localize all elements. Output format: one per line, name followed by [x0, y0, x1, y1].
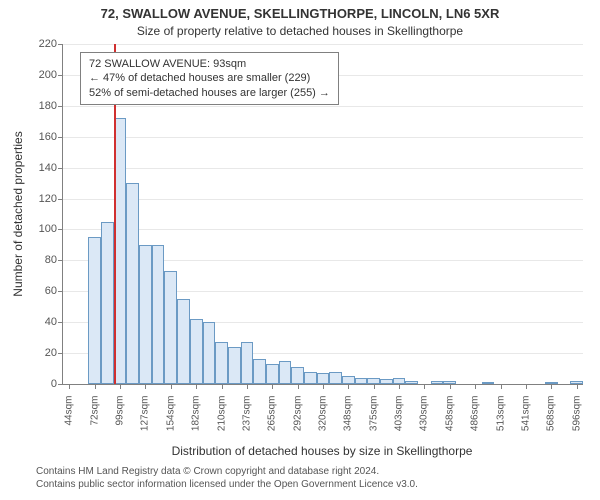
xtick-mark — [526, 384, 527, 389]
histogram-bar — [279, 361, 292, 384]
ytick-label: 120 — [39, 193, 63, 205]
xtick-label: 127sqm — [140, 390, 151, 432]
footnote-line: Contains public sector information licen… — [36, 479, 418, 492]
histogram-bar — [355, 378, 368, 384]
ytick-label: 60 — [45, 285, 63, 297]
xtick-label: 513sqm — [495, 390, 506, 432]
xtick-label: 237sqm — [241, 390, 252, 432]
ytick-label: 0 — [51, 378, 63, 390]
xtick-label: 154sqm — [165, 390, 176, 432]
xtick-label: 44sqm — [64, 390, 75, 426]
xtick-label: 210sqm — [216, 390, 227, 432]
histogram-bar — [342, 376, 355, 384]
xtick-label: 430sqm — [419, 390, 430, 432]
info-box-line: ← 47% of detached houses are smaller (22… — [89, 71, 330, 85]
histogram-bar — [431, 381, 444, 384]
histogram-bar — [101, 222, 114, 384]
xtick-mark — [69, 384, 70, 389]
histogram-bar — [304, 372, 317, 384]
histogram-bar — [405, 381, 418, 384]
xtick-mark — [424, 384, 425, 389]
xtick-mark — [247, 384, 248, 389]
y-axis-label: Number of detached properties — [11, 131, 25, 296]
xtick-label: 99sqm — [115, 390, 126, 426]
ytick-label: 200 — [39, 69, 63, 81]
histogram-bar — [228, 347, 241, 384]
histogram-bar — [164, 271, 177, 384]
ytick-label: 100 — [39, 223, 63, 235]
xtick-label: 596sqm — [571, 390, 582, 432]
xtick-label: 486sqm — [470, 390, 481, 432]
histogram-bar — [380, 379, 393, 384]
xtick-mark — [222, 384, 223, 389]
gridline — [63, 106, 583, 107]
histogram-bar — [139, 245, 152, 384]
xtick-label: 265sqm — [267, 390, 278, 432]
xtick-mark — [95, 384, 96, 389]
histogram-bar — [241, 342, 254, 384]
chart-title: 72, SWALLOW AVENUE, SKELLINGTHORPE, LINC… — [0, 6, 600, 21]
histogram-bar — [329, 372, 342, 384]
xtick-mark — [196, 384, 197, 389]
xtick-label: 541sqm — [520, 390, 531, 432]
xtick-mark — [272, 384, 273, 389]
xtick-mark — [399, 384, 400, 389]
xtick-label: 375sqm — [368, 390, 379, 432]
info-box-line: 52% of semi-detached houses are larger (… — [89, 86, 330, 100]
xtick-mark — [145, 384, 146, 389]
histogram-bar — [88, 237, 101, 384]
xtick-mark — [450, 384, 451, 389]
xtick-label: 458sqm — [444, 390, 455, 432]
xtick-mark — [323, 384, 324, 389]
histogram-bar — [177, 299, 190, 384]
xtick-label: 320sqm — [318, 390, 329, 432]
gridline — [63, 44, 583, 45]
xtick-mark — [120, 384, 121, 389]
xtick-mark — [577, 384, 578, 389]
histogram-bar — [215, 342, 228, 384]
xtick-label: 182sqm — [191, 390, 202, 432]
histogram-bar — [482, 382, 495, 384]
histogram-bar — [291, 367, 304, 384]
xtick-mark — [475, 384, 476, 389]
xtick-label: 292sqm — [292, 390, 303, 432]
footnote: Contains HM Land Registry data © Crown c… — [36, 466, 418, 491]
xtick-mark — [551, 384, 552, 389]
ytick-label: 220 — [39, 38, 63, 50]
ytick-label: 20 — [45, 347, 63, 359]
xtick-label: 348sqm — [343, 390, 354, 432]
xtick-mark — [348, 384, 349, 389]
xtick-label: 72sqm — [89, 390, 100, 426]
histogram-bar — [317, 373, 330, 384]
footnote-line: Contains HM Land Registry data © Crown c… — [36, 466, 418, 479]
ytick-label: 160 — [39, 131, 63, 143]
xtick-label: 403sqm — [394, 390, 405, 432]
histogram-bar — [126, 183, 139, 384]
xtick-mark — [298, 384, 299, 389]
gridline — [63, 168, 583, 169]
marker-info-box: 72 SWALLOW AVENUE: 93sqm← 47% of detache… — [80, 52, 339, 105]
info-box-line: 72 SWALLOW AVENUE: 93sqm — [89, 57, 330, 71]
histogram-bar — [266, 364, 279, 384]
histogram-bar — [190, 319, 203, 384]
histogram-bar — [152, 245, 165, 384]
histogram-bar — [203, 322, 216, 384]
gridline — [63, 137, 583, 138]
ytick-label: 40 — [45, 316, 63, 328]
xtick-label: 568sqm — [546, 390, 557, 432]
xtick-mark — [171, 384, 172, 389]
histogram-bar — [253, 359, 266, 384]
gridline — [63, 229, 583, 230]
ytick-label: 140 — [39, 162, 63, 174]
gridline — [63, 199, 583, 200]
ytick-label: 80 — [45, 254, 63, 266]
xtick-mark — [374, 384, 375, 389]
ytick-label: 180 — [39, 100, 63, 112]
chart-subtitle: Size of property relative to detached ho… — [0, 24, 600, 38]
x-axis-label: Distribution of detached houses by size … — [172, 444, 473, 458]
xtick-mark — [501, 384, 502, 389]
